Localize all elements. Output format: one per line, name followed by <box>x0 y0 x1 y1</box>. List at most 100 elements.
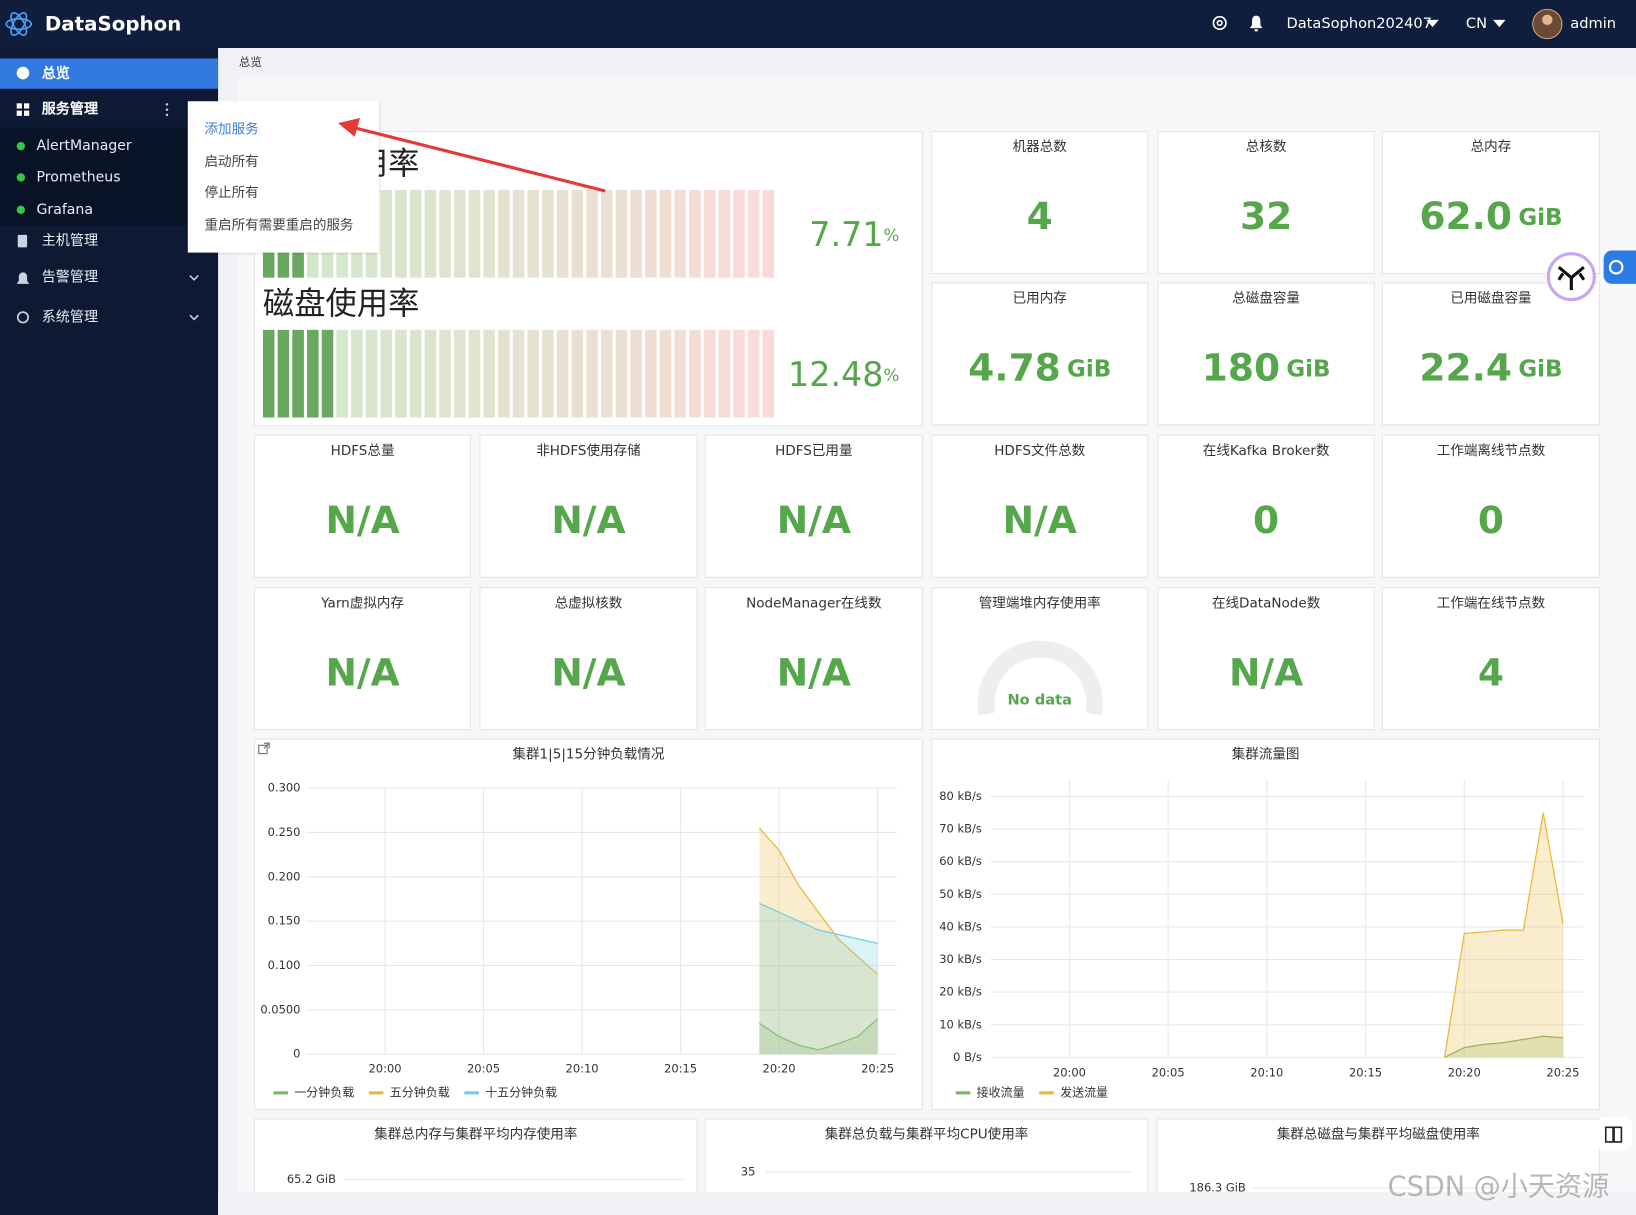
breadcrumb[interactable]: 总览 <box>239 55 262 69</box>
y-tick-label: 80 kB/s <box>939 789 982 803</box>
menu-icon <box>16 66 30 80</box>
x-tick-label: 20:15 <box>664 1061 697 1075</box>
menu-item[interactable]: 总览 <box>42 65 70 82</box>
brand[interactable]: DataSophon <box>45 13 182 36</box>
gauge-segment <box>556 329 569 418</box>
y-tick-label: 30 kB/s <box>939 952 982 966</box>
gauge-segment <box>615 329 628 418</box>
bar-gauge: 磁盘使用率 12.48% <box>262 286 899 418</box>
service-item[interactable]: AlertManager <box>37 138 132 154</box>
settings-icon[interactable] <box>1212 15 1227 31</box>
stat-value: 4 <box>1478 650 1504 694</box>
menu-icon <box>16 103 30 116</box>
annotation-arrow <box>338 117 606 193</box>
user-name[interactable]: admin <box>1570 15 1616 32</box>
gauge-segment <box>600 329 613 418</box>
stat-value: N/A <box>551 497 625 541</box>
dropdown-caret[interactable] <box>1493 19 1506 28</box>
avatar-face <box>1542 14 1553 26</box>
y-tick-label: 0.0500 <box>260 1002 300 1016</box>
stat-title: 总核数 <box>1246 139 1287 155</box>
x-tick-label: 20:20 <box>763 1061 796 1075</box>
stat-value: 180 GiB <box>1202 345 1331 389</box>
notification-icon[interactable] <box>1249 15 1263 32</box>
stat-title: 总磁盘容量 <box>1232 290 1300 307</box>
share-icon[interactable] <box>258 742 270 755</box>
area-fill <box>759 828 878 1055</box>
gauge-segment <box>762 329 775 418</box>
menu-item[interactable]: 系统管理 <box>42 309 98 325</box>
bottom-edge <box>218 1192 1636 1215</box>
legend-swatch <box>368 1091 384 1095</box>
stat-card <box>1381 282 1601 426</box>
stat-number: 62.0 <box>1419 194 1512 238</box>
dropdown-item[interactable]: 停止所有 <box>205 184 259 201</box>
series-line <box>758 827 878 975</box>
language-select[interactable]: CN <box>1466 15 1487 32</box>
gauge-segment <box>674 189 686 278</box>
stat-value: 32 <box>1240 194 1292 238</box>
gauge-segment <box>718 329 731 418</box>
y-tick-label: 0.150 <box>268 914 301 928</box>
stat-unit: GiB <box>1518 205 1562 231</box>
settings-float-icon <box>1608 259 1624 275</box>
stat-unit: GiB <box>1067 356 1111 382</box>
chevron[interactable] <box>189 314 199 321</box>
gauge-segment <box>689 329 701 418</box>
y-tick-label: 70 kB/s <box>939 822 982 836</box>
stat-title: 总内存 <box>1471 139 1512 155</box>
menu-item[interactable]: 主机管理 <box>42 233 98 249</box>
stat-card <box>254 434 472 578</box>
gauge-title: 磁盘使用率 <box>263 286 419 322</box>
stat-number: N/A <box>325 497 399 541</box>
gauge-segment <box>483 329 495 418</box>
sidebar-bg <box>0 48 219 1215</box>
settings-float-button[interactable] <box>1603 250 1636 284</box>
stat-number: N/A <box>551 650 625 694</box>
gauge-segment <box>483 189 495 278</box>
gauge-segment <box>351 329 363 418</box>
cluster-select[interactable]: DataSophon202407 <box>1286 15 1432 32</box>
gauge-segment <box>380 329 393 418</box>
stat-card <box>1157 130 1375 275</box>
submenu-bg <box>0 127 219 226</box>
dropdown-item[interactable]: 启动所有 <box>205 154 259 170</box>
y-tick-label: 65.2 GiB <box>287 1172 336 1186</box>
chart-card <box>704 1118 1149 1203</box>
legend-label: 发送流量 <box>1060 1084 1108 1099</box>
dropdown-caret[interactable] <box>1426 19 1439 28</box>
service-item[interactable]: Grafana <box>37 202 93 218</box>
gauge-segment <box>586 329 598 418</box>
chart-card <box>254 1118 698 1203</box>
gauge-segment <box>380 189 393 278</box>
gauge-card <box>254 130 923 427</box>
gauge-segment <box>395 189 407 278</box>
stat-unit: GiB <box>1286 356 1330 382</box>
gauge-segment <box>527 189 540 278</box>
gauge-segment <box>747 189 760 278</box>
charts: 集群1|5|15分钟负载情况 0 0.0500 0.100 0.150 0.200 0.25… <box>260 746 1586 1194</box>
gauge-segment <box>424 189 437 278</box>
dropdown-item[interactable]: 添加服务 <box>205 121 260 137</box>
chevron[interactable] <box>189 275 199 281</box>
dropdown-item[interactable]: 重启所有需要重启的服务 <box>205 217 354 233</box>
gauge-segment <box>512 189 525 278</box>
menu-item[interactable]: 告警管理 <box>42 270 98 286</box>
legend-swatch <box>955 1091 971 1095</box>
stat-card <box>1381 587 1601 731</box>
legend-label: 五分钟负载 <box>390 1084 450 1099</box>
menu-item[interactable]: 服务管理 <box>42 101 98 118</box>
x-tick-label: 20:10 <box>566 1061 599 1075</box>
status-dot <box>16 173 26 182</box>
stat-card <box>1157 587 1375 731</box>
gauge-segment <box>542 329 554 418</box>
gauge-segment-filled <box>321 329 334 418</box>
more-icon[interactable] <box>165 103 169 117</box>
sidebar: 总览 服务管理 AlertManager Prometheus Grafana … <box>0 48 219 1215</box>
gauge-segment <box>453 189 466 278</box>
logo[interactable] <box>5 11 33 38</box>
gauge-segment <box>556 189 569 278</box>
legend-swatch <box>464 1091 479 1095</box>
gauge-segment <box>645 329 657 418</box>
service-item[interactable]: Prometheus <box>37 169 121 185</box>
